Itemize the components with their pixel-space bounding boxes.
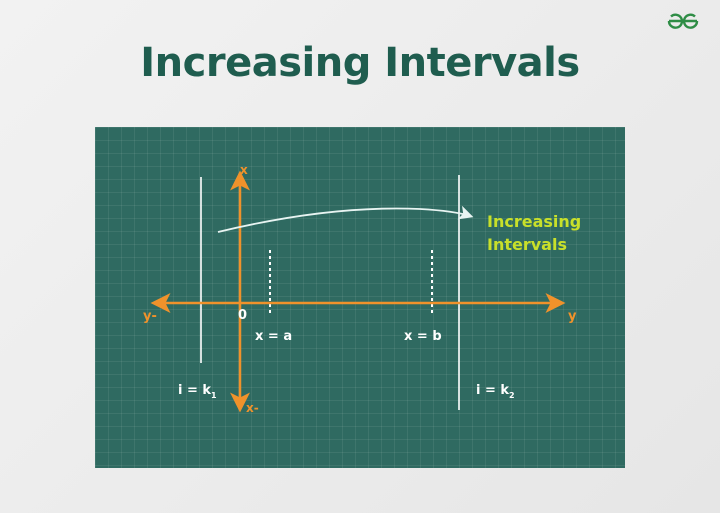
x-neg-label: x-	[246, 401, 259, 415]
bound-k2-label: i = k2	[476, 383, 515, 400]
origin-label: 0	[238, 308, 247, 323]
y-pos-label: y	[568, 309, 577, 324]
annotation-line-1: Increasing	[487, 212, 581, 231]
gfg-logo	[666, 12, 700, 34]
bound-k1-label: i = k1	[178, 383, 217, 400]
y-neg-label: y-	[143, 309, 157, 324]
marker-b-label: x = b	[404, 329, 442, 344]
increasing-curve-arrow	[217, 205, 474, 233]
marker-a-label: x = a	[255, 329, 292, 344]
diagram-board	[95, 127, 625, 468]
page-title: Increasing Intervals	[140, 40, 580, 86]
x-pos-label: x	[240, 163, 248, 177]
annotation-line-2: Intervals	[487, 235, 567, 254]
